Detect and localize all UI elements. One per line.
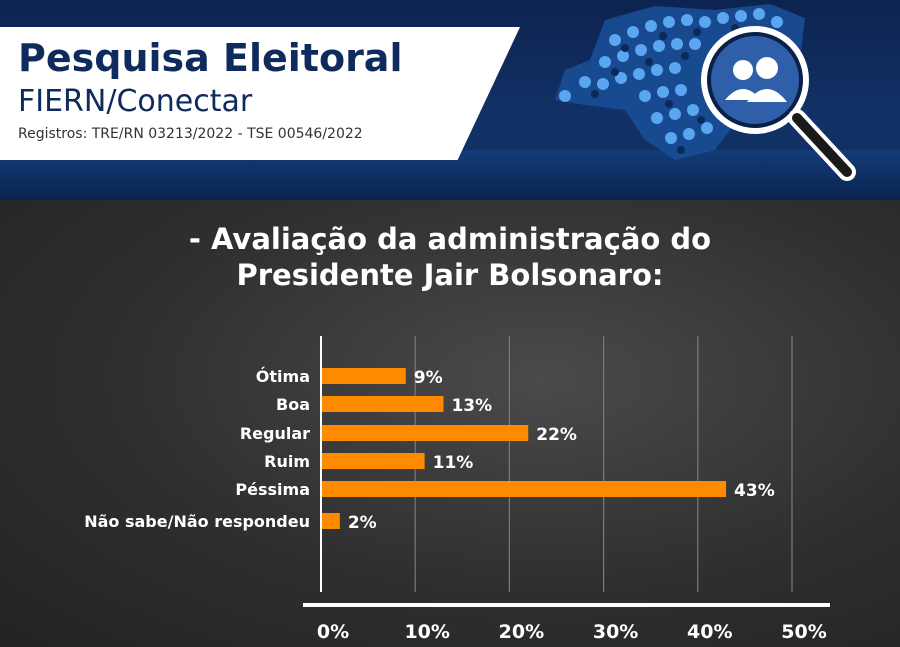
category-label-4: Péssima bbox=[235, 480, 310, 499]
value-label-5: 2% bbox=[348, 513, 377, 533]
x-tick-label-40: 40% bbox=[687, 621, 732, 643]
category-label-5: Não sabe/Não respondeu bbox=[84, 512, 310, 531]
x-tick-label-20: 20% bbox=[499, 621, 544, 643]
category-label-1: Boa bbox=[276, 395, 310, 414]
chart-background bbox=[0, 200, 900, 647]
value-label-0: 9% bbox=[414, 368, 443, 388]
page-title: Pesquisa Eleitoral bbox=[18, 36, 403, 80]
value-label-1: 13% bbox=[451, 396, 492, 416]
chart-heading-line2: Presidente Jair Bolsonaro: bbox=[236, 258, 664, 292]
category-label-0: Ótima bbox=[256, 367, 310, 386]
registration-text: Registros: TRE/RN 03213/2022 - TSE 00546… bbox=[18, 126, 363, 142]
bar-4 bbox=[322, 481, 727, 497]
bar-3 bbox=[322, 453, 425, 469]
x-tick-label-50: 50% bbox=[781, 621, 826, 643]
x-tick-label-0: 0% bbox=[317, 621, 349, 643]
magnifier-people-map-icon bbox=[555, 4, 856, 181]
x-tick-label-10: 10% bbox=[404, 621, 449, 643]
bar-1 bbox=[322, 396, 444, 412]
value-label-3: 11% bbox=[433, 453, 474, 473]
header-banner: Pesquisa Eleitoral FIERN/Conectar Regist… bbox=[0, 0, 900, 200]
value-label-4: 43% bbox=[734, 481, 775, 501]
title-card bbox=[0, 27, 520, 160]
chart-heading-line1: - Avaliação da administração do bbox=[188, 222, 712, 256]
bar-2 bbox=[322, 425, 529, 441]
category-label-2: Regular bbox=[240, 424, 310, 443]
bar-0 bbox=[322, 368, 406, 384]
category-label-3: Ruim bbox=[264, 452, 310, 471]
bar-5 bbox=[322, 513, 340, 529]
x-tick-label-30: 30% bbox=[593, 621, 638, 643]
value-label-2: 22% bbox=[536, 425, 577, 445]
page-subtitle: FIERN/Conectar bbox=[18, 84, 253, 119]
